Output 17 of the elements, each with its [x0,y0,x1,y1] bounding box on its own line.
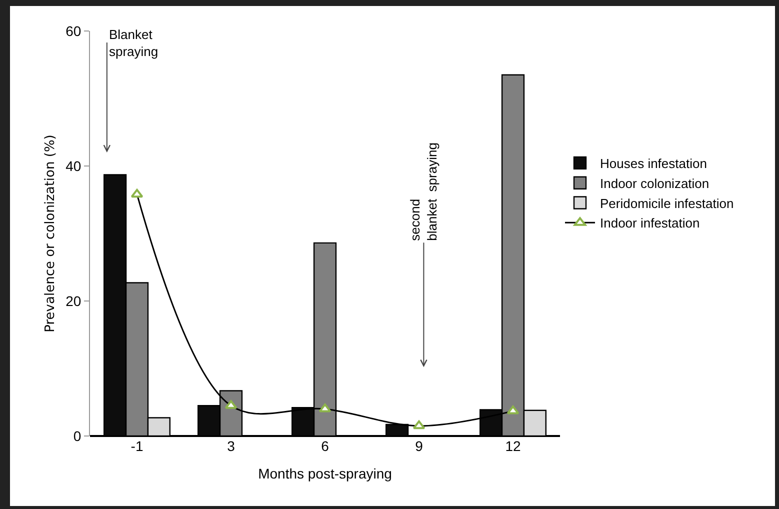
y-tick-label: 60 [66,22,82,39]
annotation: Blanket spraying [109,27,158,59]
x-tick-label: 6 [321,438,330,454]
legend-label: Indoor infestation [600,216,700,231]
legend-label: Peridomicile infestation [600,196,734,211]
x-tick-label: 9 [415,438,424,454]
y-axis-title: Prevalence or colonization (%) [43,134,58,332]
x-tick-label: 3 [227,438,236,454]
x-axis-title: Months post-spraying [258,465,392,482]
x-tick-label: 12 [505,438,521,454]
legend-label: Houses infestation [600,156,707,172]
legend-label: Indoor colonization [600,176,710,191]
annotation: second blanket spraying [408,142,440,241]
y-tick-label: 0 [73,428,82,444]
y-tick-label: 20 [66,292,82,309]
x-tick-label: -1 [130,438,144,454]
y-tick-label: 40 [66,158,82,174]
